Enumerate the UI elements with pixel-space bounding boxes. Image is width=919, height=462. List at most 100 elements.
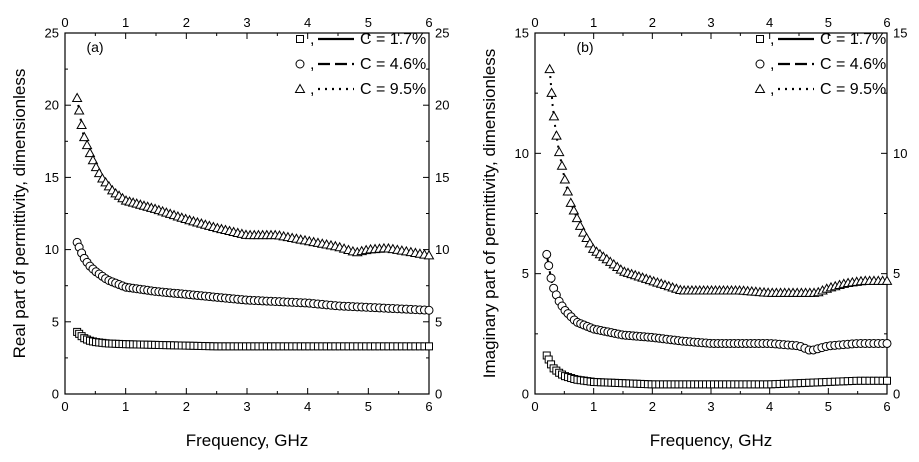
data-point <box>568 204 580 215</box>
x-top-tick-label: 4 <box>304 15 311 30</box>
x-top-tick-label: 3 <box>243 15 250 30</box>
legend-separator: , <box>310 81 314 98</box>
y-axis-title: Imaginary part of permittivity, dimensio… <box>480 49 499 378</box>
x-tick-label: 5 <box>825 399 832 414</box>
x-top-tick-label: 0 <box>531 15 538 30</box>
series-circle <box>72 237 434 315</box>
legend-separator: , <box>770 56 774 73</box>
data-point <box>76 119 87 129</box>
legend-separator: , <box>770 81 774 98</box>
legend-label: C = 4.6% <box>360 56 426 73</box>
x-top-tick-label: 4 <box>766 15 773 30</box>
legend-marker <box>295 59 305 69</box>
data-point <box>577 227 589 237</box>
x-tick-label: 0 <box>531 399 538 414</box>
data-point <box>883 376 891 385</box>
x-top-tick-label: 2 <box>183 15 190 30</box>
series-triangle <box>544 63 893 297</box>
y-right-tick-label: 5 <box>435 314 442 329</box>
legend-label: C = 1.7% <box>360 31 426 48</box>
y-tick-label: 10 <box>515 146 529 161</box>
y-right-tick-label: 5 <box>893 266 900 281</box>
y-right-tick-label: 0 <box>435 387 442 402</box>
legend-label: C = 1.7% <box>820 31 886 48</box>
series-triangle <box>71 92 435 260</box>
legend-marker <box>296 35 304 43</box>
x-tick-label: 6 <box>425 399 432 414</box>
y-tick-label: 25 <box>45 26 59 41</box>
series-square <box>73 327 433 351</box>
x-top-tick-label: 3 <box>707 15 714 30</box>
x-tick-label: 4 <box>766 399 773 414</box>
y-tick-label: 0 <box>52 387 59 402</box>
x-top-tick-label: 1 <box>590 15 597 30</box>
y-tick-label: 15 <box>515 26 529 41</box>
legend-label: C = 9.5% <box>360 81 426 98</box>
legend-marker <box>754 83 766 93</box>
legend-separator: , <box>310 31 314 48</box>
data-point <box>544 261 554 271</box>
legend-separator: , <box>770 31 774 48</box>
data-point <box>424 305 434 315</box>
legend-marker <box>755 59 765 69</box>
x-tick-label: 3 <box>243 399 250 414</box>
series-line <box>76 97 430 257</box>
data-point <box>78 131 90 142</box>
x-tick-label: 6 <box>883 399 890 414</box>
x-top-tick-label: 1 <box>122 15 129 30</box>
data-point <box>574 220 586 230</box>
x-axis-title: Frequency, GHz <box>186 431 309 450</box>
data-point <box>565 197 577 207</box>
series-circle <box>542 249 892 355</box>
x-tick-label: 2 <box>649 399 656 414</box>
legend-label: C = 4.6% <box>820 56 886 73</box>
x-tick-label: 2 <box>183 399 190 414</box>
y-right-tick-label: 15 <box>435 170 449 185</box>
legend-marker <box>756 35 764 43</box>
data-point <box>73 104 85 115</box>
panel-label: (a) <box>86 39 103 55</box>
series-line <box>545 254 887 352</box>
y-tick-label: 15 <box>45 170 59 185</box>
y-tick-label: 10 <box>45 242 59 257</box>
legend-label: C = 9.5% <box>820 81 886 98</box>
x-axis-title: Frequency, GHz <box>650 431 773 450</box>
data-point <box>559 173 571 184</box>
y-right-tick-label: 10 <box>893 146 907 161</box>
y-right-tick-label: 25 <box>435 26 449 41</box>
x-top-tick-label: 5 <box>825 15 832 30</box>
x-tick-label: 1 <box>590 399 597 414</box>
data-point <box>87 154 99 165</box>
data-point <box>546 273 556 283</box>
data-point <box>544 63 556 74</box>
data-point <box>581 232 592 242</box>
y-tick-label: 0 <box>522 387 529 402</box>
data-point <box>93 167 105 178</box>
data-point <box>571 212 583 223</box>
x-tick-label: 5 <box>365 399 372 414</box>
data-point <box>556 160 568 170</box>
legend-separator: , <box>310 56 314 73</box>
data-point <box>548 110 560 121</box>
x-top-tick-label: 6 <box>425 15 432 30</box>
data-point <box>425 342 433 351</box>
x-tick-label: 4 <box>304 399 311 414</box>
legend: , C = 1.7%, C = 4.6%, C = 9.5% <box>754 31 886 98</box>
data-point <box>881 275 893 285</box>
legend-marker <box>294 83 306 93</box>
y-right-tick-label: 10 <box>435 242 449 257</box>
data-point <box>423 249 435 260</box>
y-axis-title: Real part of permittivity, dimensionless <box>10 69 29 359</box>
data-point <box>84 147 96 158</box>
x-top-tick-label: 5 <box>365 15 372 30</box>
data-point <box>562 186 574 196</box>
data-point <box>81 139 93 150</box>
data-point <box>71 92 83 102</box>
data-point <box>90 161 102 172</box>
x-tick-label: 0 <box>61 399 68 414</box>
data-point <box>882 338 892 348</box>
